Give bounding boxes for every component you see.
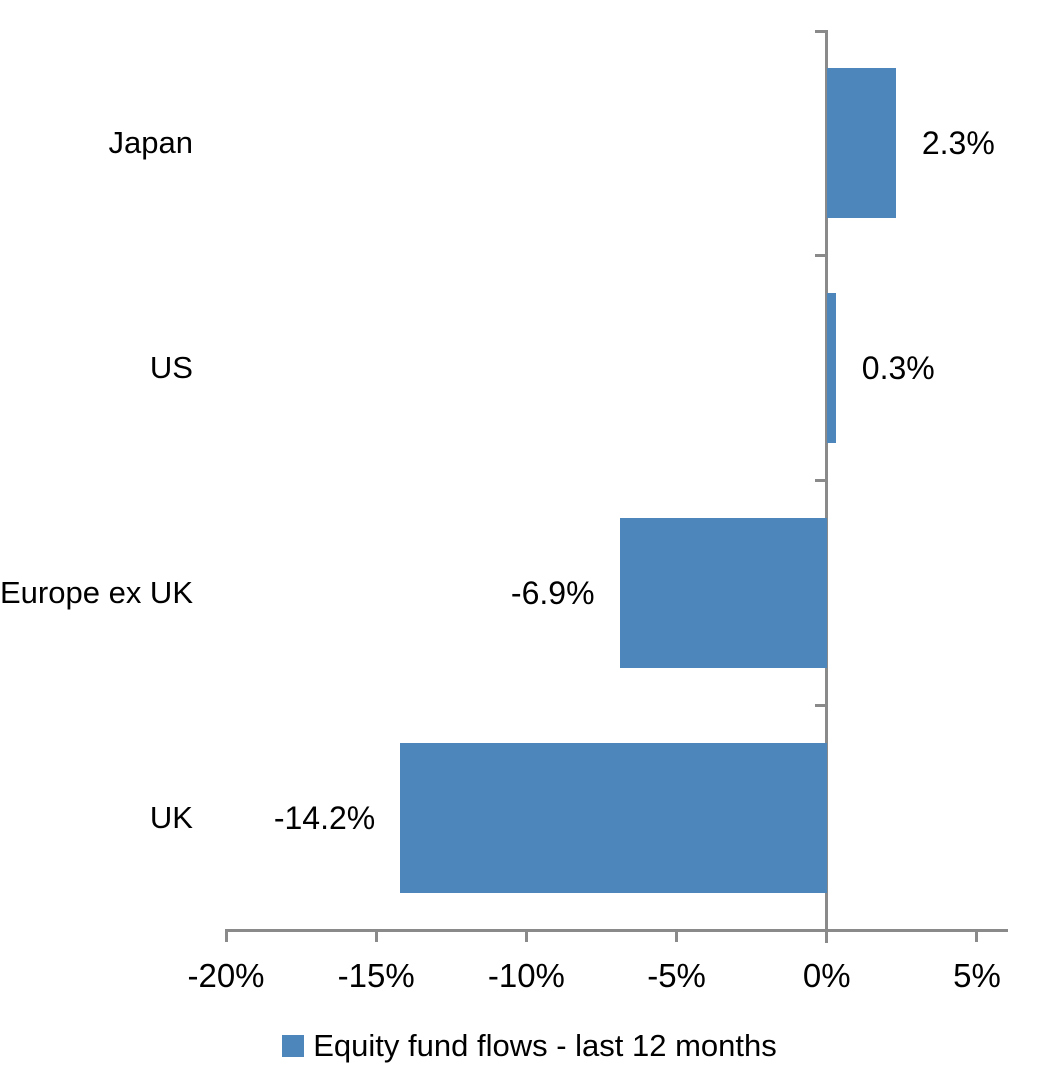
bar-us — [826, 293, 836, 444]
category-label-japan: Japan — [108, 125, 193, 161]
category-axis-tick — [814, 703, 827, 707]
category-axis-tick — [814, 29, 827, 33]
data-label-us: 0.3% — [861, 350, 935, 387]
data-label-uk: -14.2% — [273, 799, 376, 836]
value-axis-tick-label: -10% — [487, 957, 565, 994]
value-axis-tick-label: 5% — [953, 957, 1001, 994]
category-label-uk: UK — [149, 799, 193, 835]
data-label-europe-ex-uk: -6.9% — [510, 574, 595, 611]
legend: Equity fund flows - last 12 months — [0, 1026, 1059, 1066]
legend-swatch — [282, 1035, 305, 1057]
value-axis-line — [225, 929, 1008, 932]
category-axis-line — [825, 30, 829, 943]
category-axis-tick — [814, 254, 827, 258]
value-axis-tick — [224, 930, 228, 942]
value-axis-tick-label: -5% — [647, 957, 706, 994]
category-axis-tick — [814, 928, 827, 932]
category-axis-tick — [814, 479, 827, 482]
value-axis-tick-label: -20% — [187, 957, 265, 994]
data-label-japan: 2.3% — [921, 125, 995, 162]
value-axis-tick-label: -15% — [337, 957, 415, 994]
bar-europe-ex-uk — [619, 517, 827, 668]
value-axis-tick — [975, 930, 979, 942]
legend-label: Equity fund flows - last 12 months — [313, 1028, 777, 1063]
value-axis-tick-label: 0% — [802, 957, 851, 994]
value-axis-tick — [825, 930, 829, 942]
bar-japan — [826, 68, 896, 219]
bar-uk — [400, 742, 827, 893]
category-label-europe-ex-uk: Europe ex UK — [0, 574, 193, 610]
category-label-us: US — [149, 350, 193, 386]
value-axis-tick — [374, 930, 378, 942]
value-axis-tick — [524, 930, 528, 942]
value-axis-tick — [675, 930, 679, 942]
